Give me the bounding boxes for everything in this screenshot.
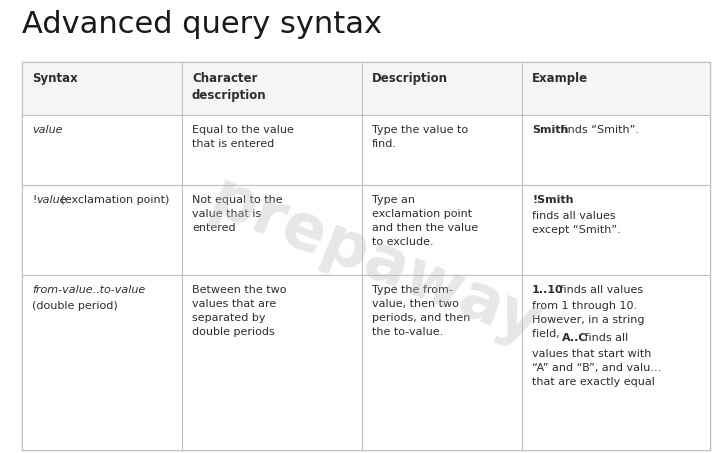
Text: Character
description: Character description — [192, 72, 267, 102]
Text: (exclamation point): (exclamation point) — [57, 195, 169, 205]
Bar — [22, 62, 710, 115]
Text: Type the from-
value, then two
periods, and then
the to-value.: Type the from- value, then two periods, … — [372, 285, 470, 337]
Text: Syntax: Syntax — [32, 72, 78, 85]
Text: value: value — [32, 125, 63, 135]
Text: values that start with
“A” and “B”, and valu…
that are exactly equal: values that start with “A” and “B”, and … — [532, 349, 661, 387]
Text: Type the value to
find.: Type the value to find. — [372, 125, 468, 149]
Text: !: ! — [32, 195, 36, 205]
Text: Not equal to the
value that is
entered: Not equal to the value that is entered — [192, 195, 283, 233]
Text: prepaway: prepaway — [200, 168, 549, 357]
Text: finds all values
except “Smith”.: finds all values except “Smith”. — [532, 211, 621, 235]
Text: from 1 through 10.
However, in a string
field,: from 1 through 10. However, in a string … — [532, 301, 645, 339]
Text: (double period): (double period) — [32, 301, 118, 311]
Text: Type an
exclamation point
and then the value
to exclude.: Type an exclamation point and then the v… — [372, 195, 478, 247]
Bar — [22, 62, 710, 450]
Text: Advanced query syntax: Advanced query syntax — [22, 10, 382, 39]
Text: Between the two
values that are
separated by
double periods: Between the two values that are separate… — [192, 285, 286, 337]
Text: Smith: Smith — [532, 125, 568, 135]
Bar — [22, 185, 710, 275]
Text: value: value — [36, 195, 67, 205]
Text: finds “Smith”.: finds “Smith”. — [557, 125, 639, 135]
Bar — [22, 275, 710, 450]
Text: Description: Description — [372, 72, 448, 85]
Text: !Smith: !Smith — [532, 195, 573, 205]
Bar — [22, 115, 710, 185]
Text: from-value..to-value: from-value..to-value — [32, 285, 145, 295]
Text: A..C: A..C — [562, 333, 588, 343]
Text: finds all values: finds all values — [556, 285, 643, 295]
Text: finds all: finds all — [581, 333, 629, 343]
Text: Equal to the value
that is entered: Equal to the value that is entered — [192, 125, 294, 149]
Text: 1..10: 1..10 — [532, 285, 564, 295]
Text: Example: Example — [532, 72, 588, 85]
